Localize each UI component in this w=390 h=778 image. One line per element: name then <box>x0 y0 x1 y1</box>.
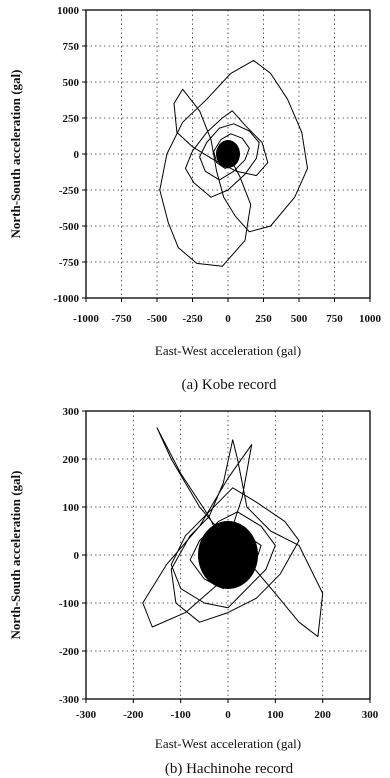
chart-kobe: -1000 -750 -500 -250 0 250 500 750 1000 -1000 -750… <box>8 5 382 393</box>
x-tick-label: 200 <box>314 709 331 721</box>
y-tick-label: -100 <box>59 598 80 610</box>
x-tick-label: 300 <box>362 709 379 721</box>
x-axis-label: East-West acceleration (gal) <box>155 736 301 751</box>
series-line <box>159 59 308 267</box>
y-tick-label: -300 <box>59 694 80 706</box>
x-tick-label: 500 <box>291 313 308 325</box>
dense-trace-core <box>198 521 258 589</box>
y-axis-label: North-South acceleration (gal) <box>8 471 23 640</box>
x-tick-label: -100 <box>171 709 192 721</box>
y-tick-label: -250 <box>59 185 80 197</box>
x-tick-label: -500 <box>147 313 168 325</box>
y-tick-label: 500 <box>63 77 80 89</box>
x-tick-label: 250 <box>255 313 272 325</box>
y-tick-label: -200 <box>59 646 80 658</box>
y-tick-label: -750 <box>59 257 80 269</box>
figure-caption: (a) Kobe record <box>182 377 277 393</box>
y-tick-label: -1000 <box>53 293 79 305</box>
x-tick-label: -200 <box>123 709 144 721</box>
x-tick-label: 100 <box>267 709 284 721</box>
x-axis-label: East-West acceleration (gal) <box>155 343 301 358</box>
y-tick-label: -500 <box>59 221 80 233</box>
figure-caption: (b) Hachinohe record <box>165 761 294 777</box>
y-tick-label: 250 <box>63 113 80 125</box>
dense-trace-core <box>216 140 240 168</box>
x-tick-label: 750 <box>326 313 343 325</box>
y-tick-label: 0 <box>74 149 80 161</box>
y-axis-label: North-South acceleration (gal) <box>8 70 23 239</box>
x-tick-label: 0 <box>225 709 231 721</box>
y-tick-label: 0 <box>74 550 80 562</box>
x-tick-label: 0 <box>225 313 231 325</box>
y-tick-label: 300 <box>63 406 80 418</box>
y-tick-label: 750 <box>63 41 80 53</box>
y-tick-label: 200 <box>63 454 80 466</box>
y-tick-label: 100 <box>63 502 80 514</box>
x-tick-label: 1000 <box>359 313 382 325</box>
x-tick-label: -250 <box>182 313 203 325</box>
x-tick-label: -750 <box>111 313 132 325</box>
chart-hachinohe: -300 -200 -100 0 100 200 300 -300 -200 -100 0 100 20… <box>8 406 379 777</box>
x-tick-label: -300 <box>76 709 97 721</box>
x-tick-label: -1000 <box>73 313 99 325</box>
y-tick-label: 1000 <box>57 5 80 17</box>
